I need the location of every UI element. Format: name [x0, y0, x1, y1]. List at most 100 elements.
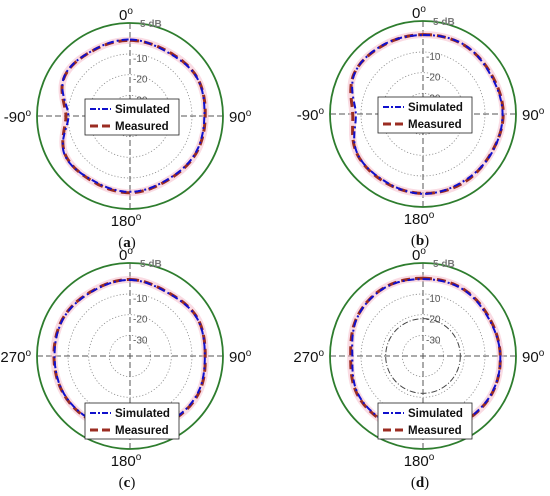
radial-unit-label: 5 dB — [140, 259, 162, 270]
panel-label-part: ) — [131, 235, 136, 251]
angle-label-top-value: 0 — [119, 7, 127, 24]
degree-sign: o — [127, 6, 133, 17]
legend-label-simulated: Simulated — [408, 408, 463, 420]
panel-label-part: ) — [424, 475, 429, 491]
angle-label-right-value: 90 — [229, 109, 246, 126]
radial-tick-label: -10 — [133, 54, 148, 65]
radial-unit-label: 5 dB — [140, 19, 162, 30]
angle-label-top: 0o — [412, 246, 426, 264]
radial-tick-label: -20 — [426, 315, 441, 326]
panel-label-part: c — [124, 475, 131, 491]
legend-label-simulated: Simulated — [408, 102, 463, 114]
angle-label-right: 90o — [522, 106, 545, 124]
angle-label-top-value: 0 — [412, 5, 420, 22]
angle-label-bottom: 180o — [111, 452, 142, 470]
panel-label-part: b — [416, 233, 424, 249]
angle-label-top: 0o — [119, 246, 133, 264]
angle-label-right: 90o — [229, 108, 252, 126]
degree-sign: o — [420, 246, 426, 257]
radial-tick-label: -20 — [133, 75, 148, 86]
polar-panel-c: -10-20-305 dB0o180o90o270oSimulatedMeasu… — [0, 246, 251, 491]
angle-label-top-value: 0 — [119, 247, 127, 264]
legend: Simulated Measured — [84, 402, 180, 440]
panel-label: (d) — [411, 475, 429, 491]
degree-sign: o — [429, 452, 435, 463]
angle-label-left-value: -90 — [4, 109, 26, 126]
angle-label-left-value: 270 — [293, 349, 318, 366]
degree-sign: o — [246, 108, 252, 119]
degree-sign: o — [246, 348, 252, 359]
degree-sign: o — [318, 106, 324, 117]
angle-label-left: -90o — [4, 108, 32, 126]
grid-ring-2 — [381, 314, 465, 398]
angle-label-left-value: 270 — [0, 349, 25, 366]
legend-box — [84, 98, 180, 136]
angle-label-left: -90o — [297, 106, 325, 124]
angle-label-right-value: 90 — [522, 349, 539, 366]
legend-label-measured: Measured — [115, 121, 169, 133]
angle-label-left: 270o — [0, 348, 31, 366]
angle-label-left-value: -90 — [297, 107, 319, 124]
degree-sign: o — [127, 246, 133, 257]
panel-label-part: ( — [119, 475, 124, 491]
degree-sign: o — [136, 212, 142, 223]
angle-label-bottom: 180o — [404, 210, 435, 228]
outer-circle — [36, 22, 224, 210]
angle-label-bottom: 180o — [111, 212, 142, 230]
grid-ring-2 — [88, 314, 172, 398]
degree-sign: o — [136, 452, 142, 463]
angle-label-right-value: 90 — [229, 349, 246, 366]
angle-label-right: 90o — [522, 348, 545, 366]
angle-label-bottom-value: 180 — [404, 453, 429, 470]
angle-label-bottom: 180o — [404, 452, 435, 470]
angle-label-top: 0o — [412, 4, 426, 22]
degree-sign: o — [420, 4, 426, 15]
legend-label-simulated: Simulated — [115, 408, 170, 420]
panel-label-part: a — [123, 235, 131, 251]
panel-label: (a) — [118, 235, 136, 251]
radial-tick-label: -20 — [133, 315, 148, 326]
angle-label-bottom-value: 180 — [111, 453, 136, 470]
legend: Simulated Measured — [84, 98, 180, 136]
legend-box — [377, 96, 473, 134]
degree-sign: o — [25, 108, 31, 119]
radial-unit-label: 5 dB — [433, 259, 455, 270]
degree-sign: o — [25, 348, 31, 359]
radial-tick-label: -30 — [426, 335, 441, 346]
angle-label-top-value: 0 — [412, 247, 420, 264]
angle-label-bottom-value: 180 — [111, 213, 136, 230]
panel-label: (c) — [119, 475, 136, 491]
angle-label-bottom-value: 180 — [404, 211, 429, 228]
legend-label-measured: Measured — [115, 425, 169, 437]
outer-circle — [36, 262, 224, 450]
legend-label-simulated: Simulated — [115, 104, 170, 116]
panel-label-part: ( — [118, 235, 123, 251]
panel-label-part: ) — [130, 475, 135, 491]
outer-circle — [329, 262, 517, 450]
legend-box — [84, 402, 180, 440]
polar-panel-a: -10-20-305 dB0o180o90o-90oSimulatedMeasu… — [4, 6, 252, 251]
polar-panel-d: -10-20-305 dB0o180o90o270oSimulatedMeasu… — [293, 246, 544, 491]
polar-panel-b: -10-20-305 dB0o180o90o-90oSimulatedMeasu… — [297, 4, 545, 249]
series-simulated-line — [53, 278, 206, 433]
panel-label-part: ) — [424, 233, 429, 249]
series-simulated-line — [351, 34, 504, 195]
radial-unit-label: 5 dB — [433, 17, 455, 28]
legend-box — [377, 402, 473, 440]
panel-label-part: ( — [411, 475, 416, 491]
legend: Simulated Measured — [377, 402, 473, 440]
series-simulated-line — [61, 38, 206, 193]
radial-tick-label: -30 — [133, 335, 148, 346]
legend-label-measured: Measured — [408, 119, 462, 131]
radial-tick-label: -10 — [426, 294, 441, 305]
radial-tick-label: -20 — [426, 73, 441, 84]
panel-label: (b) — [411, 233, 429, 249]
outer-circle — [329, 20, 517, 208]
angle-label-left: 270o — [293, 348, 324, 366]
legend: Simulated Measured — [377, 96, 473, 134]
radial-tick-label: -10 — [133, 294, 148, 305]
degree-sign: o — [539, 106, 545, 117]
panel-label-part: d — [416, 475, 425, 491]
panel-label-part: ( — [411, 233, 416, 249]
